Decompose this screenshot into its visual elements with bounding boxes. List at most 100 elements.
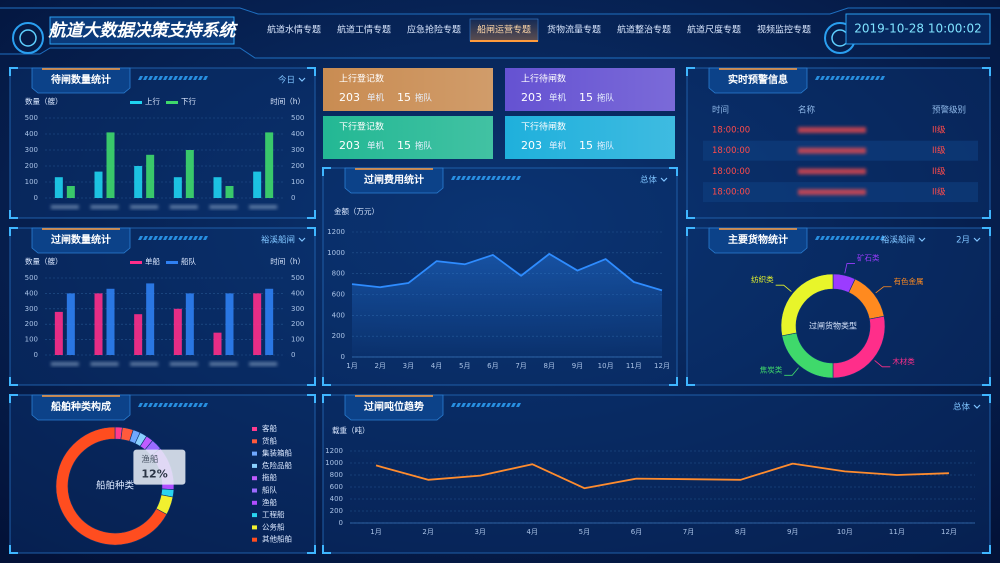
panel-stripe [820, 76, 825, 80]
header-ornament [12, 22, 44, 54]
card-unit: 拖队 [597, 93, 615, 104]
panel-stripe [506, 176, 511, 180]
y-tick-label: 500 [25, 114, 38, 122]
table-header: 时间 [712, 105, 729, 116]
dropdown-chevron[interactable] [298, 77, 306, 82]
bar [185, 293, 194, 355]
panel-title-tab [344, 394, 444, 421]
nav-tab[interactable]: 船闸运营专题 [477, 24, 531, 36]
filter-dropdown[interactable]: 裕溪船闸 [261, 235, 295, 246]
y2-tick-label: 100 [291, 336, 304, 344]
y-tick-label: 300 [25, 305, 38, 313]
legend-swatch [252, 476, 257, 481]
alert-time: 18:00:00 [712, 126, 750, 136]
nav-tab[interactable]: 航道水情专题 [267, 24, 321, 36]
y2-tick-label: 100 [291, 178, 304, 186]
nav-tab[interactable]: 视频监控专题 [757, 24, 811, 36]
panel-stripe [850, 236, 855, 240]
panel-title-tab [344, 167, 444, 194]
alert-name-redacted [798, 189, 866, 196]
y-tick-label: 100 [25, 336, 38, 344]
x-label-redacted [130, 362, 159, 366]
legend-label: 船队 [262, 485, 277, 495]
panel-stripe [506, 403, 511, 407]
y-tick-label: 400 [25, 289, 38, 297]
filter-dropdown[interactable]: 裕溪船闸 [881, 235, 915, 246]
filter-dropdown[interactable]: 总体 [640, 175, 658, 186]
filter-dropdown[interactable]: 总体 [953, 402, 971, 413]
filter-dropdown[interactable]: 今日 [278, 75, 295, 86]
panel-stripe [511, 403, 516, 407]
panel [686, 227, 991, 386]
panel-stripe [143, 403, 148, 407]
dropdown-chevron[interactable] [660, 177, 668, 182]
y-tick-label: 0 [34, 194, 38, 202]
bar [173, 177, 182, 198]
panel-stripe [481, 176, 486, 180]
card-fleet: 15 [397, 139, 411, 152]
legend-label: 拖船 [262, 472, 277, 482]
nav-tab[interactable]: 货物流量专题 [547, 24, 601, 36]
slice-label: 矿石类 [857, 253, 880, 263]
x-tick-label: 5月 [579, 528, 590, 536]
legend-label: 客船 [262, 423, 277, 433]
panel-title: 船舶种类构成 [51, 400, 111, 413]
panel-stripe [476, 403, 481, 407]
dropdown-chevron[interactable] [918, 237, 926, 242]
panel-stripe [511, 176, 516, 180]
panel-stripe [188, 236, 193, 240]
line [375, 462, 949, 490]
panel-corner [322, 545, 331, 554]
bar [106, 288, 115, 355]
datetime-box [845, 13, 991, 45]
panel-stripe [148, 403, 153, 407]
y2-axis-label: 时间（h） [270, 256, 305, 266]
panel-stripe [143, 236, 148, 240]
dropdown-chevron[interactable] [973, 237, 981, 242]
dropdown-chevron[interactable] [973, 404, 981, 409]
bar [146, 283, 155, 355]
legend-label: 工程船 [262, 509, 285, 519]
legend-swatch [252, 427, 257, 431]
nav-tab[interactable]: 航道工情专题 [337, 24, 391, 36]
x-tick-label: 3月 [403, 362, 414, 370]
panel-stripe [163, 236, 168, 240]
panel-stripe [855, 76, 860, 80]
panel-stripe [148, 236, 153, 240]
legend-label: 危险品船 [262, 460, 292, 470]
alert-level: II级 [932, 145, 946, 156]
callout-line [875, 286, 892, 294]
panel-stripe [501, 403, 506, 407]
legend-swatch [166, 101, 178, 104]
x-label-redacted [249, 362, 278, 366]
panel-stripe [173, 76, 178, 80]
panel-stripe [491, 176, 496, 180]
y2-tick-label: 200 [291, 320, 304, 328]
card-title: 下行待闸数 [521, 121, 566, 133]
panel-stripe [835, 236, 840, 240]
legend-label: 上行 [145, 96, 160, 106]
legend-swatch [252, 439, 257, 444]
x-tick-label: 1月 [346, 362, 357, 370]
filter-dropdown[interactable]: 2月 [956, 236, 970, 246]
bar [265, 132, 274, 198]
panel-stripe [860, 236, 865, 240]
y-tick-label: 300 [25, 146, 38, 154]
y-tick-label: 1000 [327, 249, 345, 257]
y-tick-label: 800 [332, 270, 345, 278]
bar [265, 288, 274, 355]
panel-corner [307, 377, 316, 386]
nav-tab[interactable]: 航道尺度专题 [687, 24, 741, 36]
nav-tab[interactable]: 航道整治专题 [617, 24, 671, 36]
bar [213, 332, 222, 355]
donut-center-label: 过闸货物类型 [809, 321, 857, 331]
y2-axis-label: 时间（h） [270, 96, 305, 106]
slice-label: 纺织类 [751, 274, 774, 284]
panel-stripe [830, 236, 835, 240]
legend-label: 公务船 [262, 521, 285, 531]
callout-line [775, 284, 792, 292]
panel-stripe [178, 236, 183, 240]
legend-swatch [130, 261, 142, 264]
dropdown-chevron[interactable] [298, 237, 306, 242]
nav-tab[interactable]: 应急抢险专题 [407, 24, 461, 36]
